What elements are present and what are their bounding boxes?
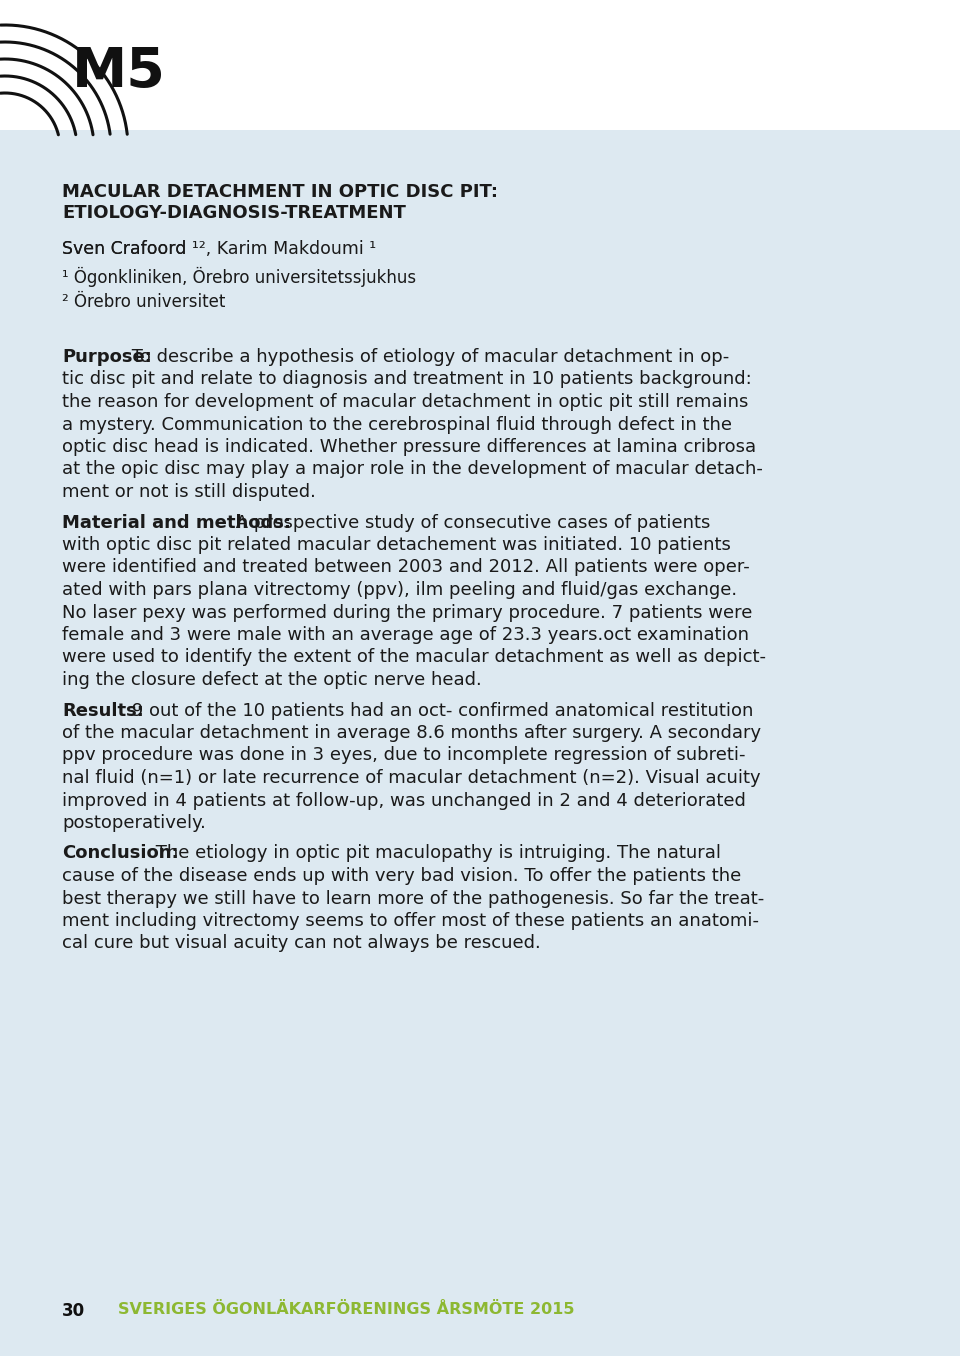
Text: a mystery. Communication to the cerebrospinal fluid through defect in the: a mystery. Communication to the cerebros… [62, 415, 732, 434]
Text: ing the closure defect at the optic nerve head.: ing the closure defect at the optic nerv… [62, 671, 482, 689]
Text: nal fluid (n=1) or late recurrence of macular detachment (n=2). Visual acuity: nal fluid (n=1) or late recurrence of ma… [62, 769, 760, 786]
Text: The etiology in optic pit maculopathy is intruiging. The natural: The etiology in optic pit maculopathy is… [150, 845, 721, 862]
Text: M5: M5 [72, 45, 166, 99]
Text: ppv procedure was done in 3 eyes, due to incomplete regression of subreti-: ppv procedure was done in 3 eyes, due to… [62, 747, 746, 765]
Text: A prospective study of consecutive cases of patients: A prospective study of consecutive cases… [229, 514, 710, 532]
Text: SVERIGES ÖGONLÄKARFÖRENINGS ÅRSMÖTE 2015: SVERIGES ÖGONLÄKARFÖRENINGS ÅRSMÖTE 2015 [118, 1302, 574, 1317]
Text: Sven Crafoord: Sven Crafoord [62, 240, 192, 258]
Text: ² Örebro universitet: ² Örebro universitet [62, 293, 226, 311]
Text: Results:: Results: [62, 701, 144, 720]
Text: ETIOLOGY-DIAGNOSIS-TREATMENT: ETIOLOGY-DIAGNOSIS-TREATMENT [62, 203, 406, 221]
Text: 30: 30 [62, 1302, 85, 1319]
Text: best therapy we still have to learn more of the pathogenesis. So far the treat-: best therapy we still have to learn more… [62, 890, 764, 907]
Text: female and 3 were male with an average age of 23.3 years.oct examination: female and 3 were male with an average a… [62, 626, 749, 644]
Text: ment or not is still disputed.: ment or not is still disputed. [62, 483, 316, 500]
Text: Purpose:: Purpose: [62, 348, 152, 366]
Text: ¹ Ögonkliniken, Örebro universitetssjukhus: ¹ Ögonkliniken, Örebro universitetssjukh… [62, 267, 416, 286]
Bar [0, 0, 960, 130]
Text: postoperatively.: postoperatively. [62, 814, 205, 833]
Text: optic disc head is indicated. Whether pressure differences at lamina cribrosa: optic disc head is indicated. Whether pr… [62, 438, 756, 456]
Text: were used to identify the extent of the macular detachment as well as depict-: were used to identify the extent of the … [62, 648, 766, 667]
Text: ated with pars plana vitrectomy (ppv), ilm peeling and fluid/gas exchange.: ated with pars plana vitrectomy (ppv), i… [62, 580, 737, 599]
Text: Sven Crafoord ¹², Karim Makdoumi ¹: Sven Crafoord ¹², Karim Makdoumi ¹ [62, 240, 376, 258]
Text: cause of the disease ends up with very bad vision. To offer the patients the: cause of the disease ends up with very b… [62, 866, 741, 885]
Text: MACULAR DETACHMENT IN OPTIC DISC PIT:: MACULAR DETACHMENT IN OPTIC DISC PIT: [62, 183, 498, 201]
Text: ment including vitrectomy seems to offer most of these patients an anatomi-: ment including vitrectomy seems to offer… [62, 913, 759, 930]
Text: improved in 4 patients at follow-up, was unchanged in 2 and 4 deteriorated: improved in 4 patients at follow-up, was… [62, 792, 746, 810]
Text: Conclusion:: Conclusion: [62, 845, 179, 862]
Text: 9 out of the 10 patients had an oct- confirmed anatomical restitution: 9 out of the 10 patients had an oct- con… [126, 701, 754, 720]
Text: the reason for development of macular detachment in optic pit still remains: the reason for development of macular de… [62, 393, 749, 411]
Text: tic disc pit and relate to diagnosis and treatment in 10 patients background:: tic disc pit and relate to diagnosis and… [62, 370, 752, 389]
Text: To describe a hypothesis of etiology of macular detachment in op-: To describe a hypothesis of etiology of … [126, 348, 730, 366]
Text: of the macular detachment in average 8.6 months after surgery. A secondary: of the macular detachment in average 8.6… [62, 724, 761, 742]
Text: cal cure but visual acuity can not always be rescued.: cal cure but visual acuity can not alway… [62, 934, 540, 952]
Text: with optic disc pit related macular detachement was initiated. 10 patients: with optic disc pit related macular deta… [62, 536, 731, 555]
Text: No laser pexy was performed during the primary procedure. 7 patients were: No laser pexy was performed during the p… [62, 603, 753, 621]
Text: were identified and treated between 2003 and 2012. All patients were oper-: were identified and treated between 2003… [62, 559, 750, 576]
Text: Material and methods:: Material and methods: [62, 514, 291, 532]
Text: at the opic disc may play a major role in the development of macular detach-: at the opic disc may play a major role i… [62, 461, 763, 479]
